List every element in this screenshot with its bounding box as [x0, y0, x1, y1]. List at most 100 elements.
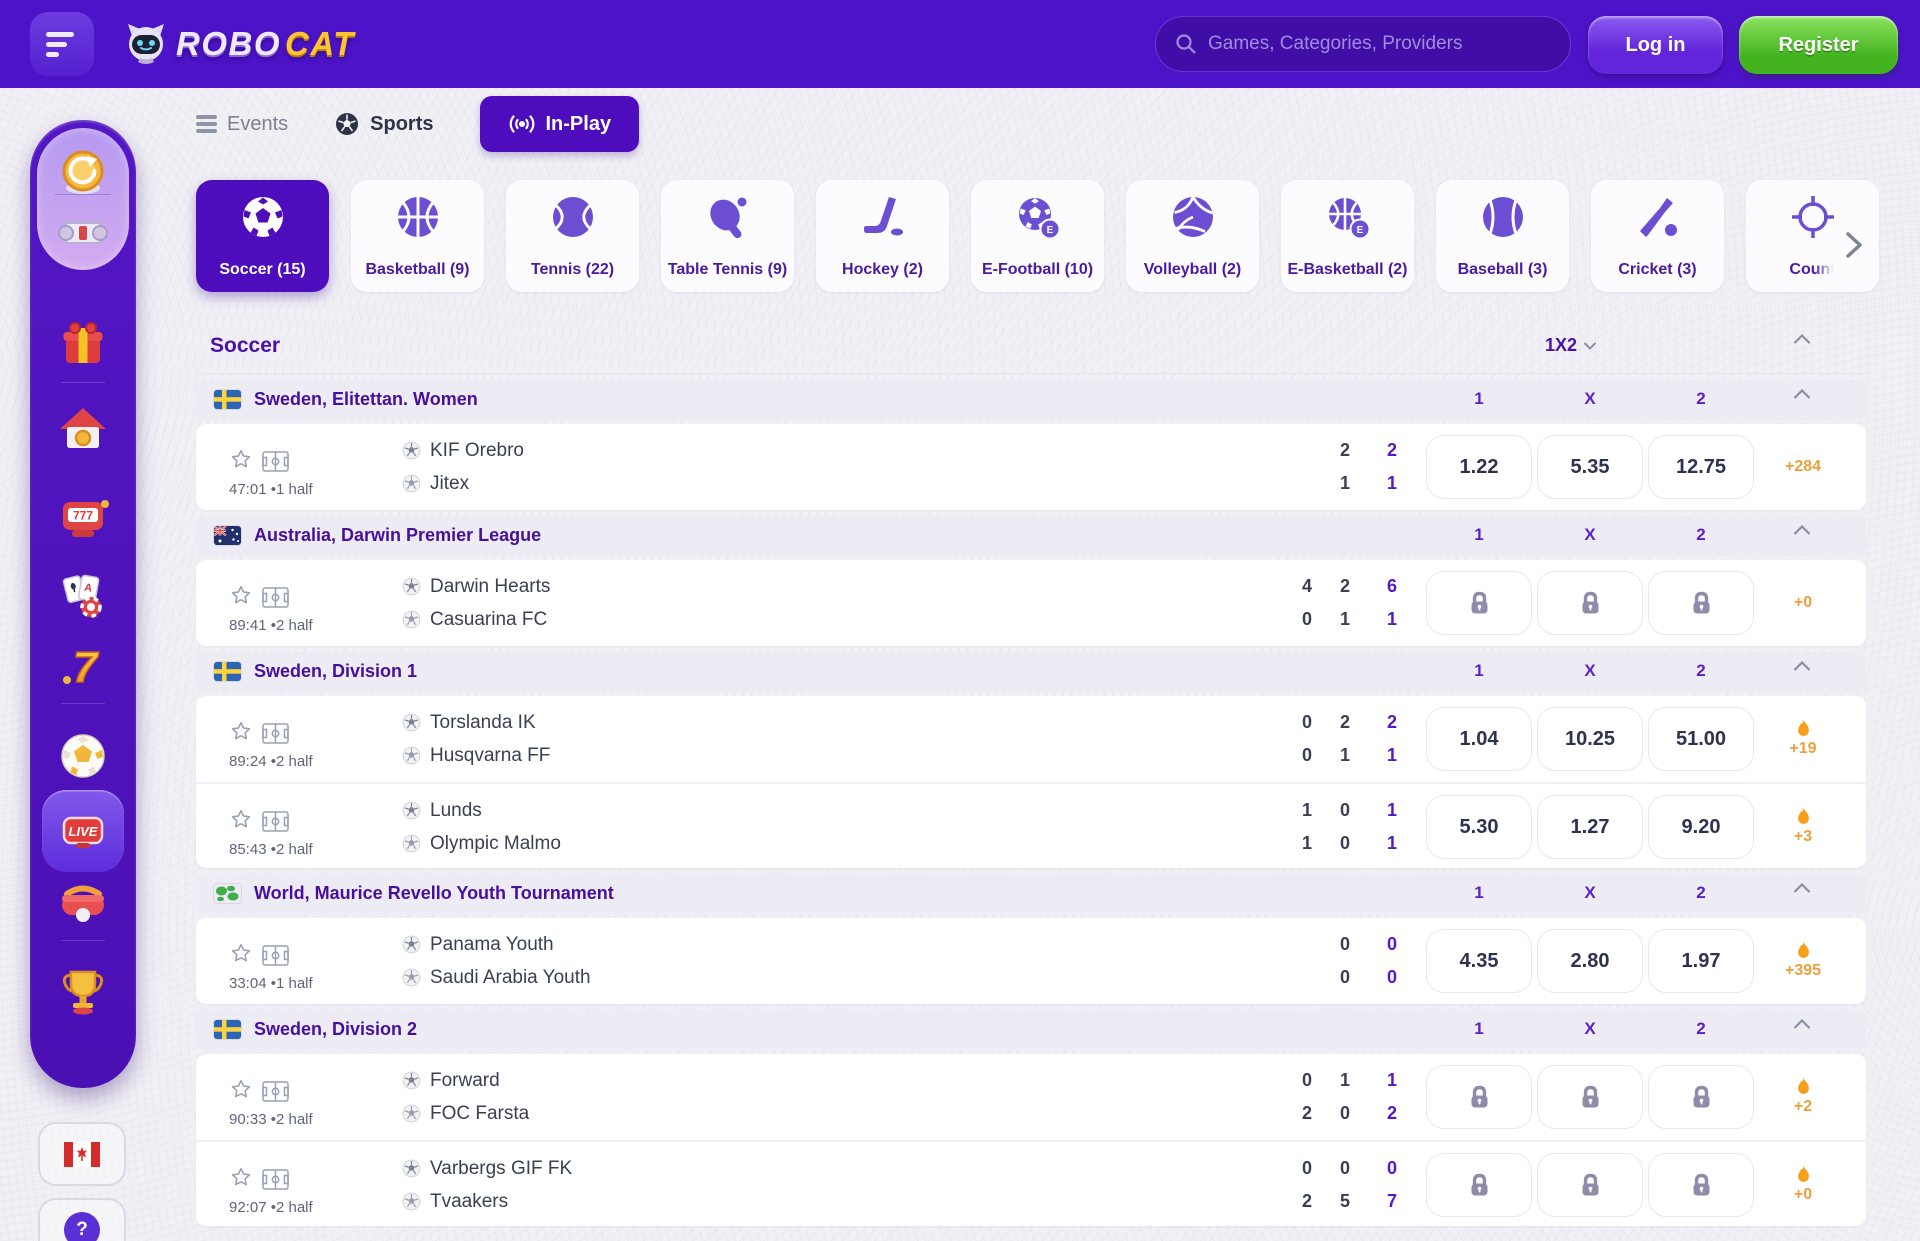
favorite-star-icon[interactable]	[230, 808, 252, 830]
pitch-tracker-icon[interactable]	[262, 451, 289, 472]
sport-chip-hockey[interactable]: Hockey (2)	[816, 180, 949, 292]
chips-scroll-right-button[interactable]	[1836, 228, 1870, 262]
favorite-star-icon[interactable]	[230, 448, 252, 470]
odds-button-2[interactable]: 9.20	[1648, 795, 1754, 859]
extra-markets-count[interactable]: +395	[1784, 962, 1822, 979]
odds-button-1[interactable]: 4.35	[1426, 929, 1532, 993]
pitch-tracker-icon[interactable]	[262, 1081, 289, 1102]
league-header[interactable]: Sweden, Division 1 1 X 2	[196, 652, 1866, 692]
match-row[interactable]: 92:07 •2 half Varbergs GIF FK Tvaakers 0…	[196, 1140, 1866, 1226]
hamburger-menu-button[interactable]	[30, 12, 94, 76]
extra-markets-count[interactable]: +284	[1784, 458, 1822, 475]
extra-markets-count[interactable]: +3	[1793, 828, 1813, 845]
team-away[interactable]: FOC Farsta	[402, 1097, 529, 1130]
collapse-chevron-icon[interactable]	[1772, 388, 1832, 400]
league-header[interactable]: Sweden, Division 2 1 X 2	[196, 1010, 1866, 1050]
team-away[interactable]: Husqvarna FF	[402, 739, 550, 772]
pitch-tracker-icon[interactable]	[262, 811, 289, 832]
odds-button-x[interactable]: 2.80	[1537, 929, 1643, 993]
match-row[interactable]: 89:41 •2 half Darwin Hearts Casuarina FC…	[196, 560, 1866, 646]
sidebar-item-house[interactable]	[56, 402, 110, 456]
login-button[interactable]: Log in	[1588, 16, 1723, 74]
sport-chip-volleyball[interactable]: Volleyball (2)	[1126, 180, 1259, 292]
favorite-star-icon[interactable]	[230, 1078, 252, 1100]
sidebar-item-slot-machine[interactable]: 777	[56, 491, 110, 545]
market-selector[interactable]: 1X2	[1516, 335, 1626, 356]
league-header[interactable]: World, Maurice Revello Youth Tournament …	[196, 874, 1866, 914]
odds-button-1[interactable]	[1426, 571, 1532, 635]
tab-sports[interactable]: Sports	[334, 111, 434, 137]
sport-chip-e-basketball[interactable]: E E-Basketball (2)	[1281, 180, 1414, 292]
match-row[interactable]: 89:24 •2 half Torslanda IK Husqvarna FF …	[196, 696, 1866, 782]
collapse-chevron-icon[interactable]	[1772, 524, 1832, 536]
tab-in-play[interactable]: In-Play	[479, 96, 640, 152]
team-home[interactable]: KIF Orebro	[402, 434, 524, 467]
pitch-tracker-icon[interactable]	[262, 1169, 289, 1190]
team-home[interactable]: Forward	[402, 1064, 529, 1097]
collapse-all-button[interactable]	[1772, 333, 1832, 345]
tab-events[interactable]: Events	[196, 112, 288, 136]
sport-chip-soccer[interactable]: Soccer (15)	[196, 180, 329, 292]
pitch-tracker-icon[interactable]	[262, 723, 289, 744]
favorite-star-icon[interactable]	[230, 1166, 252, 1188]
language-flag-button[interactable]	[38, 1122, 126, 1186]
odds-button-2[interactable]: 1.97	[1648, 929, 1754, 993]
register-button[interactable]: Register	[1739, 16, 1898, 74]
team-away[interactable]: Saudi Arabia Youth	[402, 961, 591, 994]
team-away[interactable]: Jitex	[402, 467, 524, 500]
sidebar-item-scroll[interactable]	[56, 206, 110, 260]
team-home[interactable]: Varbergs GIF FK	[402, 1152, 572, 1185]
sport-chip-table-tennis[interactable]: Table Tennis (9)	[661, 180, 794, 292]
team-away[interactable]: Tvaakers	[402, 1185, 572, 1218]
odds-button-x[interactable]	[1537, 1153, 1643, 1217]
team-home[interactable]: Darwin Hearts	[402, 570, 550, 603]
pitch-tracker-icon[interactable]	[262, 945, 289, 966]
search-input[interactable]	[1208, 33, 1552, 55]
sidebar-item-coin-refresh[interactable]	[56, 145, 110, 199]
odds-button-2[interactable]	[1648, 1153, 1754, 1217]
odds-button-x[interactable]: 5.35	[1537, 435, 1643, 499]
sidebar-item-lucky-seven[interactable]: 7	[56, 639, 110, 693]
odds-button-2[interactable]: 12.75	[1648, 435, 1754, 499]
match-row[interactable]: 85:43 •2 half Lunds Olympic Malmo 1 0 1 1 0…	[196, 782, 1866, 868]
team-away[interactable]: Casuarina FC	[402, 603, 550, 636]
odds-button-x[interactable]	[1537, 571, 1643, 635]
odds-button-1[interactable]: 1.04	[1426, 707, 1532, 771]
league-header[interactable]: Sweden, Elitettan. Women 1 X 2	[196, 380, 1866, 420]
league-header[interactable]: Australia, Darwin Premier League 1 X 2	[196, 516, 1866, 556]
favorite-star-icon[interactable]	[230, 720, 252, 742]
sport-chip-tennis[interactable]: Tennis (22)	[506, 180, 639, 292]
extra-markets-count[interactable]: +2	[1793, 1098, 1813, 1115]
odds-button-2[interactable]: 51.00	[1648, 707, 1754, 771]
odds-button-x[interactable]: 10.25	[1537, 707, 1643, 771]
sport-chip-crosshair[interactable]: Count	[1746, 180, 1879, 292]
sport-chip-baseball[interactable]: Baseball (3)	[1436, 180, 1569, 292]
odds-button-1[interactable]	[1426, 1153, 1532, 1217]
pitch-tracker-icon[interactable]	[262, 587, 289, 608]
collapse-chevron-icon[interactable]	[1772, 1018, 1832, 1030]
odds-button-2[interactable]	[1648, 571, 1754, 635]
sport-chip-e-football[interactable]: E E-Football (10)	[971, 180, 1104, 292]
sidebar-item-trophy[interactable]	[56, 965, 110, 1019]
team-away[interactable]: Olympic Malmo	[402, 827, 561, 860]
odds-button-1[interactable]: 5.30	[1426, 795, 1532, 859]
odds-button-1[interactable]: 1.22	[1426, 435, 1532, 499]
odds-button-x[interactable]: 1.27	[1537, 795, 1643, 859]
sport-chip-basketball[interactable]: Basketball (9)	[351, 180, 484, 292]
team-home[interactable]: Lunds	[402, 794, 561, 827]
odds-button-2[interactable]	[1648, 1065, 1754, 1129]
sidebar-item-vr-headset[interactable]	[56, 876, 110, 930]
sidebar-item-gift[interactable]	[56, 317, 110, 371]
collapse-chevron-icon[interactable]	[1772, 882, 1832, 894]
favorite-star-icon[interactable]	[230, 942, 252, 964]
sidebar-item-live-badge[interactable]: LIVE	[42, 790, 124, 872]
sidebar-item-soccer-ball-3d[interactable]	[56, 729, 110, 783]
team-home[interactable]: Panama Youth	[402, 928, 591, 961]
favorite-star-icon[interactable]	[230, 584, 252, 606]
search-bar[interactable]	[1155, 16, 1571, 72]
robocat-logo[interactable]: Robo Cat	[122, 12, 355, 76]
sidebar-item-cards-chip[interactable]: A	[56, 568, 110, 622]
sport-chip-cricket[interactable]: Cricket (3)	[1591, 180, 1724, 292]
